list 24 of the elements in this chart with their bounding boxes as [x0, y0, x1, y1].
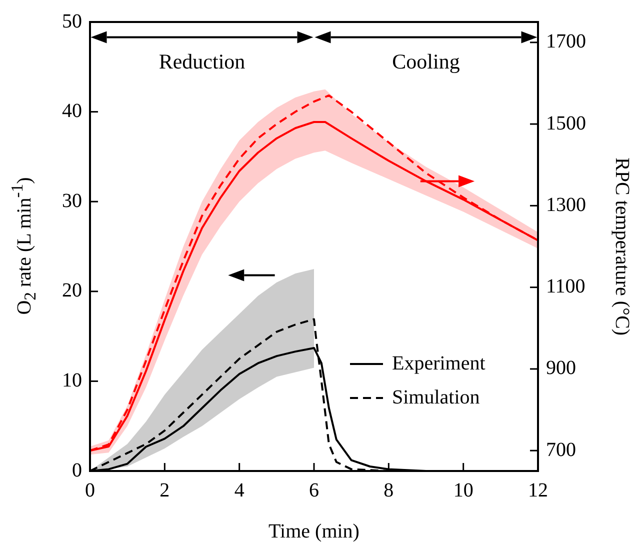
y2-tick-label: 900: [546, 357, 576, 380]
annotation: Cooling: [392, 50, 460, 74]
x-tick-label: 10: [453, 479, 474, 502]
y2-tick-label: 700: [546, 438, 576, 461]
y2-tick-label: 1700: [546, 30, 586, 53]
x-tick-label: 8: [384, 479, 394, 502]
y-tick-label: 40: [62, 100, 82, 122]
y-tick-label: 10: [62, 369, 82, 392]
x-tick-label: 12: [528, 479, 548, 502]
legend-label: Experiment: [392, 352, 486, 374]
y-tick-label: 0: [72, 459, 82, 482]
y2-axis-title: RPC temperature (°C): [610, 158, 633, 336]
x-tick-label: 6: [309, 479, 319, 502]
y2-tick-label: 1100: [546, 276, 586, 298]
x-tick-label: 4: [234, 479, 244, 502]
legend-label: Simulation: [392, 386, 480, 408]
y2-tick-label: 1300: [546, 194, 586, 216]
y2-tick-label: 1500: [546, 112, 586, 134]
y-tick-label: 50: [62, 10, 82, 32]
annotation: Reduction: [158, 50, 246, 74]
x-axis-title: Time (min): [268, 520, 360, 542]
y-tick-label: 20: [62, 280, 82, 302]
y-tick-label: 30: [62, 190, 82, 212]
x-tick-label: 2: [160, 479, 170, 502]
